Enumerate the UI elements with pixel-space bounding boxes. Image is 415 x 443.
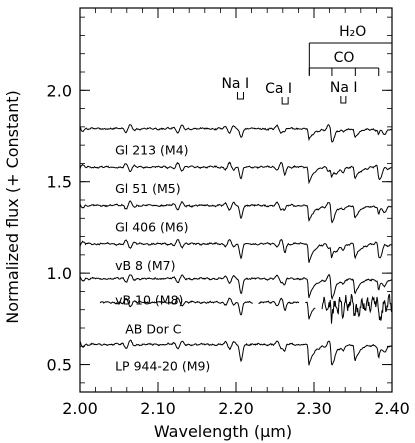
spectrum-line [79,273,393,301]
spectrum-line [99,294,393,324]
series-labels: Gl 213 (M4) Gl 51 (M5) Gl 406 (M6) vB 8 (M7… [115,143,210,374]
y-axis-label: Normalized flux (+ Constant) [3,90,22,324]
series-label: vB 10 (M8) [115,293,183,308]
spectrum-line [79,339,393,366]
co-label: CO [334,50,355,66]
y-tick-label: 1.0 [47,264,72,283]
spectrum-line [79,124,393,143]
y-tick-label: 0.5 [47,356,72,375]
series-lines [79,124,393,366]
feature-annotations: Na I Ca I H₂O CO Na I [221,24,392,105]
x-tick-label: 2.10 [140,399,176,418]
ca-i-marker [281,97,289,105]
na-i-marker [236,92,244,100]
na-i-co-marker [340,96,347,104]
series-label: Gl 213 (M4) [115,143,188,158]
series-label: vB 8 (M7) [115,258,175,273]
spectrum-line [79,161,393,185]
spectrum-line [79,238,393,263]
x-tick-label: 2.20 [218,399,254,418]
y-tick-label: 2.0 [47,81,72,100]
series-label: AB Dor C [125,321,181,336]
ca-i-label: Ca I [265,81,292,97]
x-tick-label: 2.00 [62,399,98,418]
series-label: Gl 51 (M5) [115,181,181,196]
series-label: LP 944-20 (M9) [115,358,210,373]
na-i-label: Na I [221,76,249,92]
na-i-co-label: Na I [330,80,358,96]
series-label: Gl 406 (M6) [115,219,188,234]
x-tick-label: 2.40 [374,399,410,418]
axis-ticks: 2.00 2.10 2.20 2.30 2.40 0.5 1.0 1.5 2.0 [47,8,410,418]
spectrum-line [79,200,393,224]
y-tick-label: 1.5 [47,173,72,192]
h2o-label: H₂O [339,24,366,40]
x-axis-label: Wavelength (μm) [154,422,292,441]
x-tick-label: 2.30 [296,399,332,418]
